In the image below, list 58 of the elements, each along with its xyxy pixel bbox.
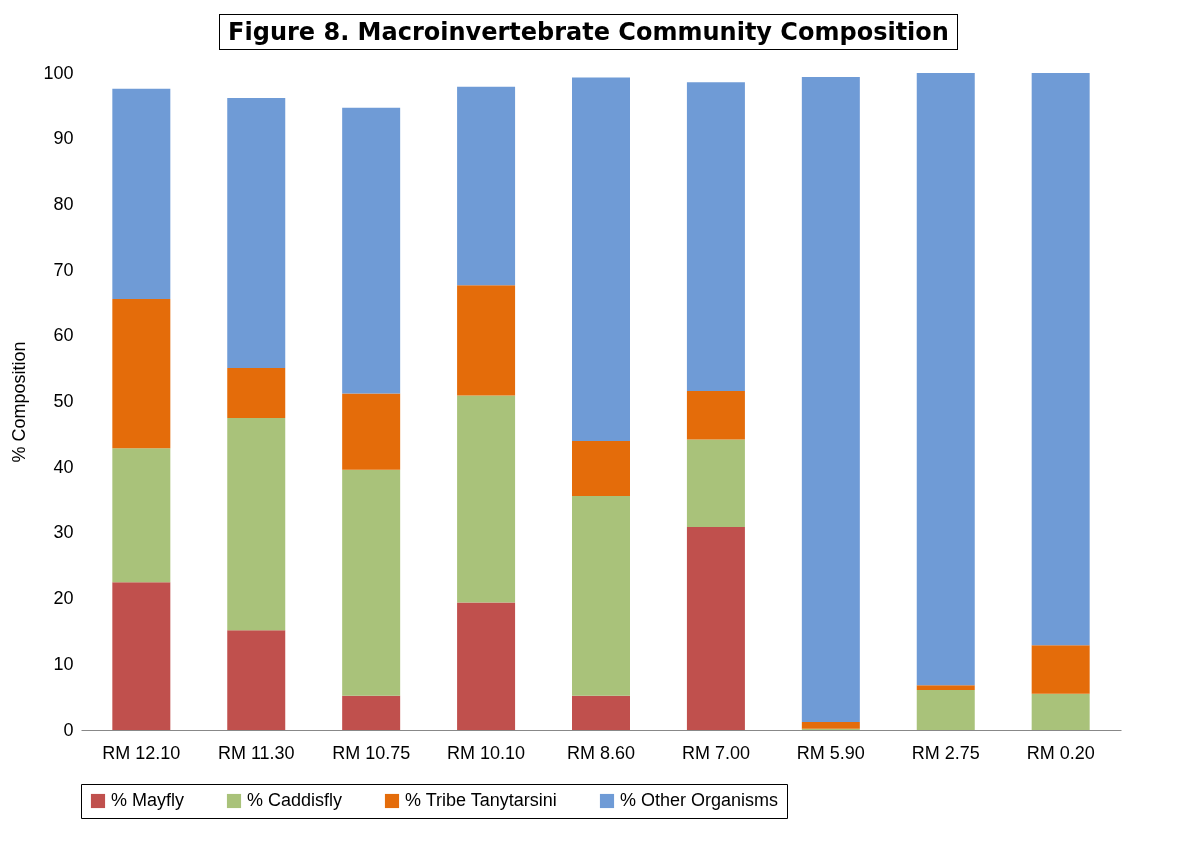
x-tick-label: RM 7.00 [681,742,750,763]
bar [686,390,745,440]
bar [572,695,630,730]
y-tick-label: 30 [53,522,74,543]
legend-label: % Other Organisms [620,790,779,810]
y-tick-label: 100 [43,62,74,83]
y-tick-label: 90 [53,128,74,149]
x-tick-label: RM 5.90 [796,742,865,763]
bar [686,82,745,391]
bar [1031,693,1090,730]
x-tick-label: RM 10.10 [447,742,526,763]
y-axis-title: % Composition [9,341,30,463]
bar [457,86,516,286]
legend-label: % Tribe Tanytarsini [405,790,557,810]
y-tick-label: 0 [63,719,74,740]
bar [342,469,401,696]
bar [572,77,630,441]
bar [1031,645,1090,694]
bar [342,393,401,470]
bar [227,630,286,730]
bar [457,602,516,730]
bar [457,285,516,396]
y-tick-label: 20 [53,588,74,609]
x-tick-label: RM 2.75 [911,742,980,763]
bar [801,76,860,723]
bar [572,440,630,497]
bar [916,685,975,690]
bar [916,73,975,686]
bar [227,367,286,418]
y-tick-label: 80 [53,193,74,214]
x-tick-label: RM 8.60 [566,742,636,763]
bar [227,97,286,368]
bar [342,695,401,730]
y-tick-label: 60 [53,325,74,346]
x-tick-label: RM 0.20 [1026,742,1095,763]
bar [457,395,516,603]
y-tick-label: 10 [53,653,74,674]
bar [572,496,630,696]
y-tick-label: 50 [53,391,74,411]
legend-label: % Mayfly [111,790,185,810]
y-tick-label: 70 [53,259,74,280]
bar [112,582,171,730]
bar [1031,73,1090,646]
bar [227,417,286,631]
bar [112,448,171,583]
bar [112,88,171,300]
bar [112,299,171,449]
legend-label: % Caddisfly [247,790,343,810]
chart-title: Figure 8. Macroinvertebrate Community Composition [219,14,958,50]
x-tick-label: RM 11.30 [217,742,295,763]
x-tick-label: RM 10.75 [332,742,411,763]
bar [916,689,975,730]
bar [801,722,860,729]
bar [686,439,745,527]
y-tick-label: 40 [53,456,74,477]
bar [342,107,401,394]
x-tick-label: RM 12.10 [102,742,181,763]
bar [686,526,745,730]
